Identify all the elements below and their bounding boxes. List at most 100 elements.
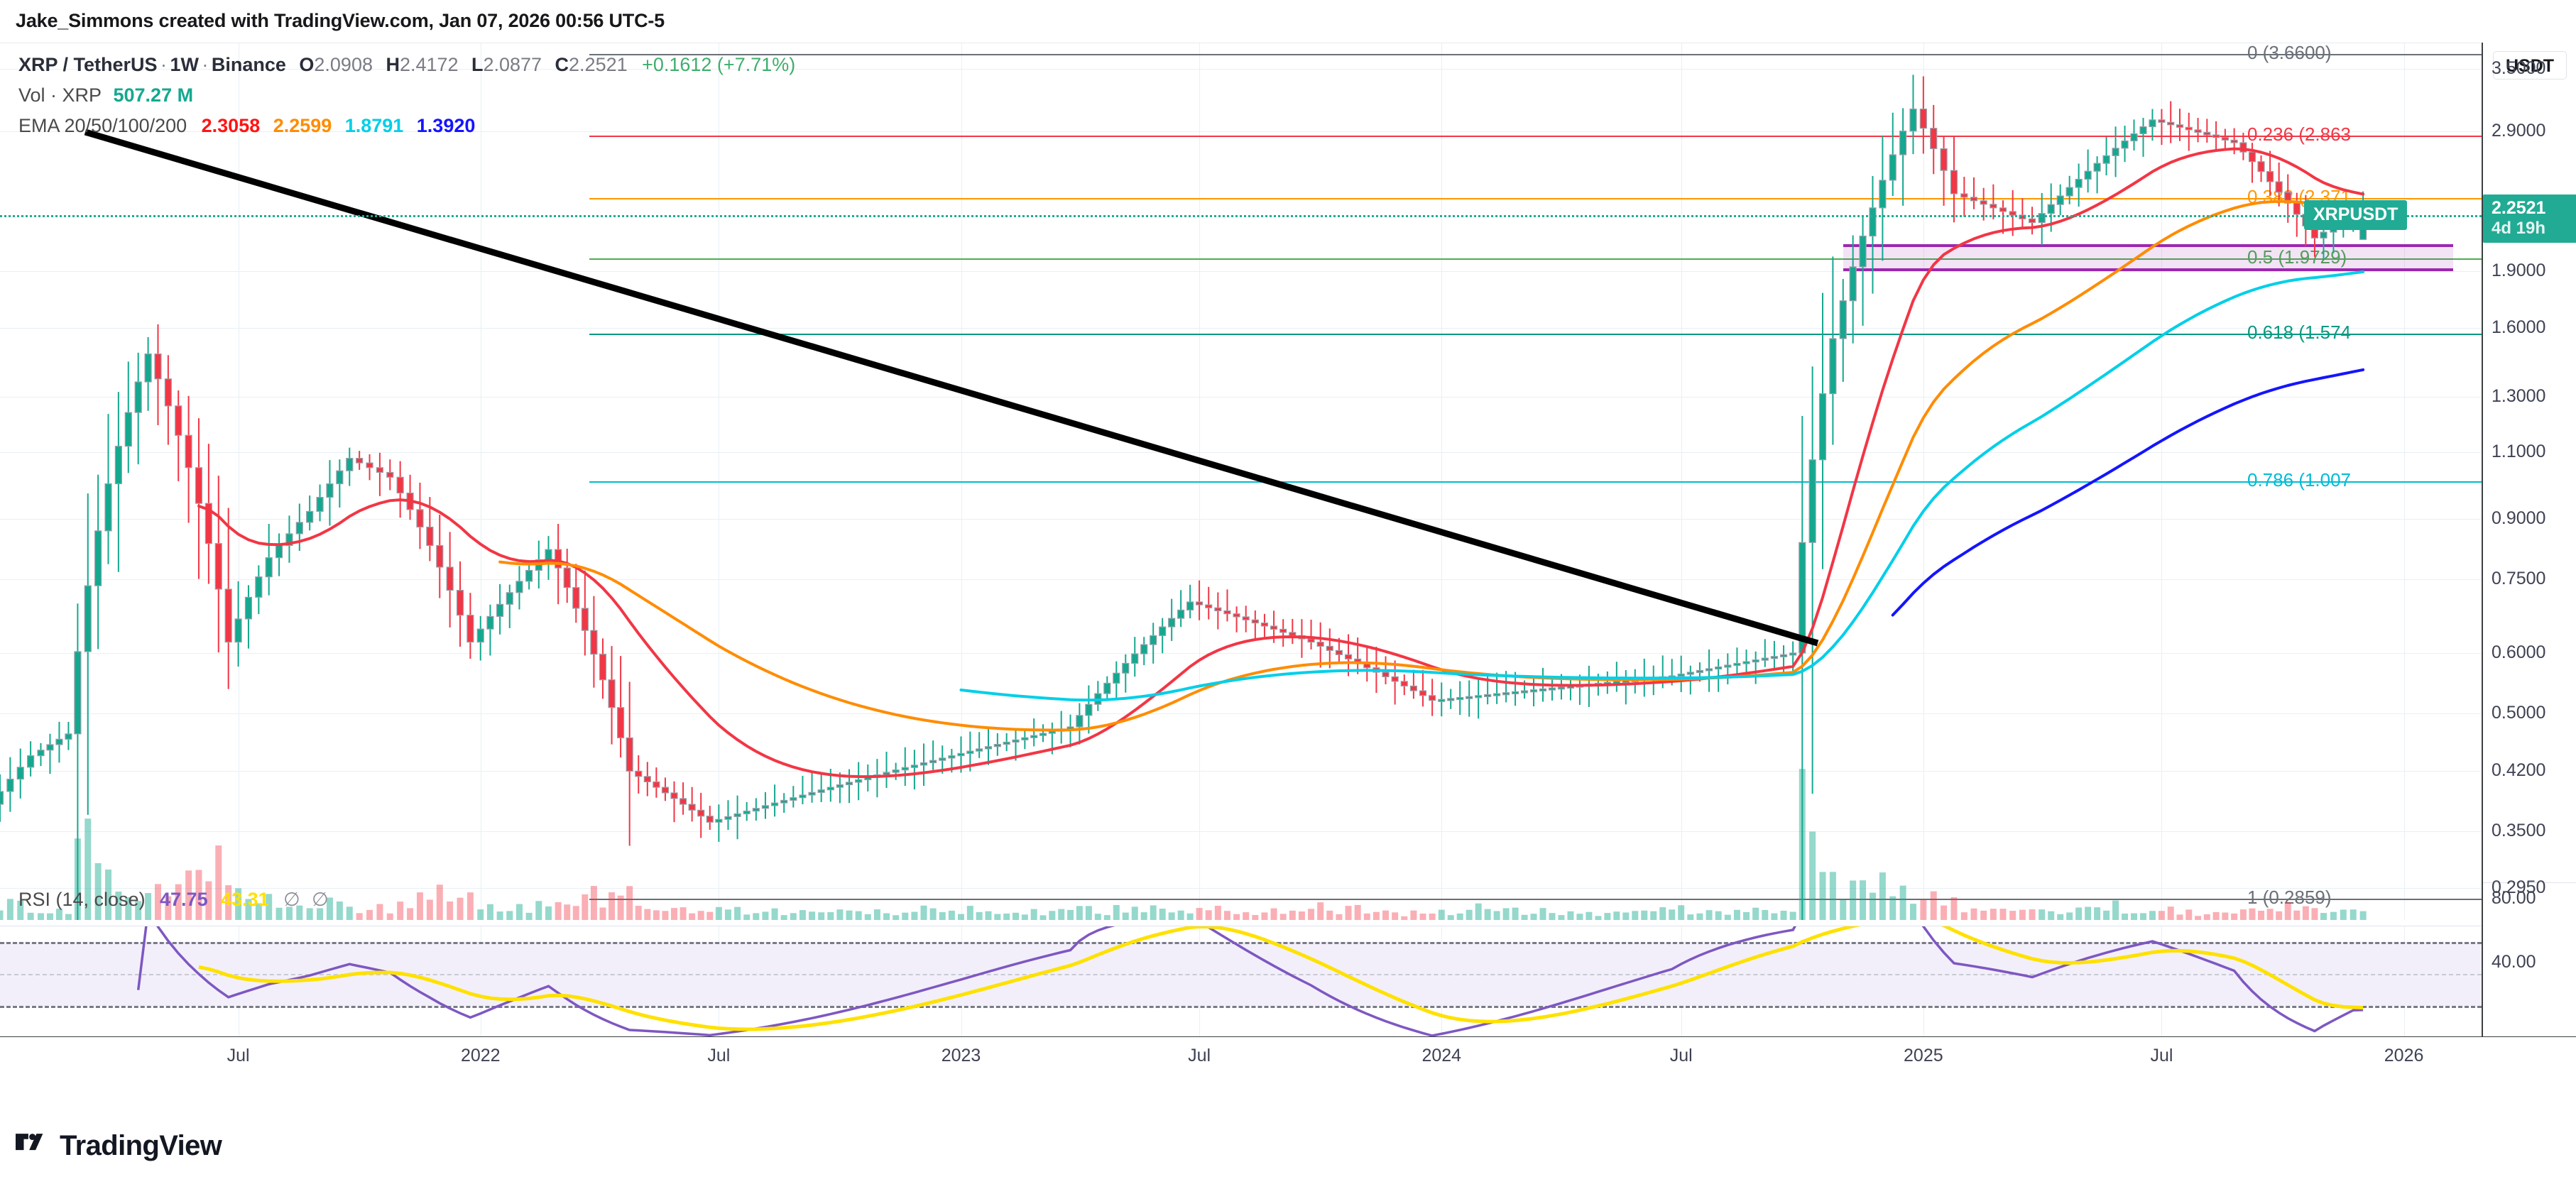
legend-ema100-value: 1.8791 [344, 115, 404, 136]
credit-line: Jake_Simmons created with TradingView.co… [16, 10, 665, 31]
legend-high-label: H [386, 54, 400, 75]
legend-ema50-value: 2.2599 [273, 115, 332, 136]
legend-volume-row[interactable]: Vol · XRP 507.27 M [18, 82, 795, 112]
time-axis-label: 2026 [2384, 1046, 2424, 1065]
fib-level-line[interactable] [589, 333, 2482, 335]
time-axis-label: Jul [227, 1046, 250, 1065]
legend-ema20-value: 2.3058 [201, 115, 261, 136]
grid-line-horizontal [0, 713, 2482, 714]
legend-change: +0.1612 (+7.71%) [642, 54, 796, 75]
rsi-series[interactable] [0, 926, 2482, 1038]
grid-line-horizontal [0, 68, 2482, 70]
price-axis-tick: 0.9000 [2492, 508, 2546, 528]
ema-20-line[interactable] [197, 147, 2365, 779]
grid-line-horizontal [0, 831, 2482, 833]
price-axis-tick: 2.9000 [2492, 120, 2546, 141]
rsi-line[interactable] [136, 926, 2364, 1037]
grid-line-horizontal [0, 328, 2482, 329]
axis-pane-separator [2483, 882, 2576, 883]
price-axis[interactable]: USDT 3.5000 2.9000 1.9000 1.6000 1.3000 1.100… [2482, 43, 2576, 1036]
fib-level-label: 0.786 (1.007 [2247, 469, 2352, 491]
price-axis-tick: 1.1000 [2492, 442, 2546, 462]
chart-area[interactable]: 0 (3.6600) 0.236 (2.863 0.382 (2.371 0.5 (1… [0, 42, 2482, 1038]
rsi-legend-title: RSI (14, close) [18, 889, 146, 910]
downtrend-line[interactable] [0, 43, 2482, 920]
legend-exchange[interactable]: Binance [211, 54, 286, 75]
rsi-ma-line[interactable] [198, 926, 2364, 1031]
rsi-level-line [0, 1006, 2482, 1009]
grid-line-horizontal [0, 652, 2482, 654]
fib-level-line[interactable] [589, 258, 2482, 261]
legend-low-label: L [471, 54, 484, 75]
ema-50-line[interactable] [498, 199, 2365, 732]
fib-level-label: 0.5 (1.9729) [2247, 246, 2347, 268]
fib-level-line[interactable] [589, 898, 2482, 900]
price-axis-tick: 0.6000 [2492, 642, 2546, 662]
time-axis[interactable]: Jul 2022 Jul 2023 Jul 2024 Jul 2025 Jul 2026 [0, 1036, 2576, 1078]
fib-level-line[interactable] [589, 54, 2482, 56]
fib-level-label: 0.618 (1.574 [2247, 321, 2352, 343]
price-axis-tick: 0.3500 [2492, 821, 2546, 841]
legend-low-value: 2.0877 [483, 54, 542, 75]
current-price-badge[interactable]: 2.2521 4d 19h [2483, 194, 2576, 243]
rsi-axis-tick: 80.00 [2492, 888, 2536, 909]
time-axis-label: 2024 [1421, 1046, 1462, 1065]
price-axis-tick: 1.9000 [2492, 260, 2546, 280]
legend-close-value: 2.2521 [569, 54, 628, 75]
ema-200-line[interactable] [1891, 368, 2365, 617]
rsi-pane[interactable] [0, 926, 2482, 1038]
price-axis-tick: 0.2950 [2492, 877, 2546, 898]
price-axis-tick: 1.6000 [2492, 317, 2546, 338]
time-axis-label: Jul [1669, 1046, 1693, 1065]
footer: TradingView [16, 1130, 222, 1162]
legend-interval[interactable]: 1W [170, 54, 199, 75]
rsi-axis-tick: 40.00 [2492, 952, 2536, 972]
rsi-legend-ma-value: 43.31 [221, 889, 269, 910]
tradingview-wordmark: TradingView [60, 1130, 222, 1161]
price-axis-tick: 0.4200 [2492, 760, 2546, 781]
time-axis-label: Jul [1188, 1046, 1211, 1065]
rsi-legend-nil-2: ∅ [312, 889, 329, 910]
legend-ema-row[interactable]: EMA 20/50/100/200 2.3058 2.2599 1.8791 1… [18, 112, 795, 143]
grid-line-horizontal [0, 131, 2482, 132]
fib-level-label: 0 (3.6600) [2247, 42, 2332, 64]
bar-countdown: 4d 19h [2492, 218, 2546, 238]
rsi-level-line [0, 974, 2482, 976]
grid-line-horizontal [0, 397, 2482, 398]
price-pane[interactable]: 0 (3.6600) 0.236 (2.863 0.382 (2.371 0.5 (1… [0, 42, 2482, 920]
symbol-price-badge[interactable]: XRPUSDT [2304, 199, 2408, 230]
legend-sep-2: · [202, 54, 209, 75]
candlestick-series[interactable] [0, 43, 2482, 920]
legend-open-label: O [299, 54, 315, 75]
grid-line-horizontal [0, 270, 2482, 272]
price-axis-tick: 0.5000 [2492, 702, 2546, 723]
time-axis-label: Jul [707, 1046, 731, 1065]
tradingview-logo-icon [16, 1133, 43, 1150]
fib-level-line[interactable] [589, 135, 2482, 137]
ema-100-line[interactable] [959, 270, 2365, 702]
chart-legend: XRP / TetherUS · 1W · Binance O2.0908 H2… [18, 51, 795, 143]
rsi-legend[interactable]: RSI (14, close) 47.75 43.31 ∅ ∅ [18, 889, 329, 911]
legend-symbol-row[interactable]: XRP / TetherUS · 1W · Binance O2.0908 H2… [18, 51, 795, 82]
time-axis-label: Jul [2150, 1046, 2173, 1065]
legend-volume-value: 507.27 M [113, 84, 194, 106]
legend-volume-label: Vol · XRP [18, 84, 102, 106]
time-axis-label: 2023 [941, 1046, 981, 1065]
price-axis-tick: 1.3000 [2492, 386, 2546, 407]
rsi-level-line [0, 942, 2482, 945]
grid-line-horizontal [0, 888, 2482, 889]
grid-line-horizontal [0, 579, 2482, 580]
rsi-legend-value: 47.75 [160, 889, 208, 910]
current-price-line [0, 214, 2482, 217]
grid-line-horizontal [0, 452, 2482, 454]
fib-level-label: 1 (0.2859) [2247, 886, 2332, 908]
price-axis-tick: 0.7500 [2492, 568, 2546, 588]
price-axis-tick: 3.5000 [2492, 57, 2546, 78]
legend-symbol[interactable]: XRP / TetherUS [18, 54, 158, 75]
fib-level-line[interactable] [589, 197, 2482, 199]
grid-line-horizontal [0, 771, 2482, 772]
rsi-legend-nil-1: ∅ [283, 889, 300, 910]
fib-level-line[interactable] [589, 481, 2482, 483]
time-axis-label: 2022 [460, 1046, 501, 1065]
